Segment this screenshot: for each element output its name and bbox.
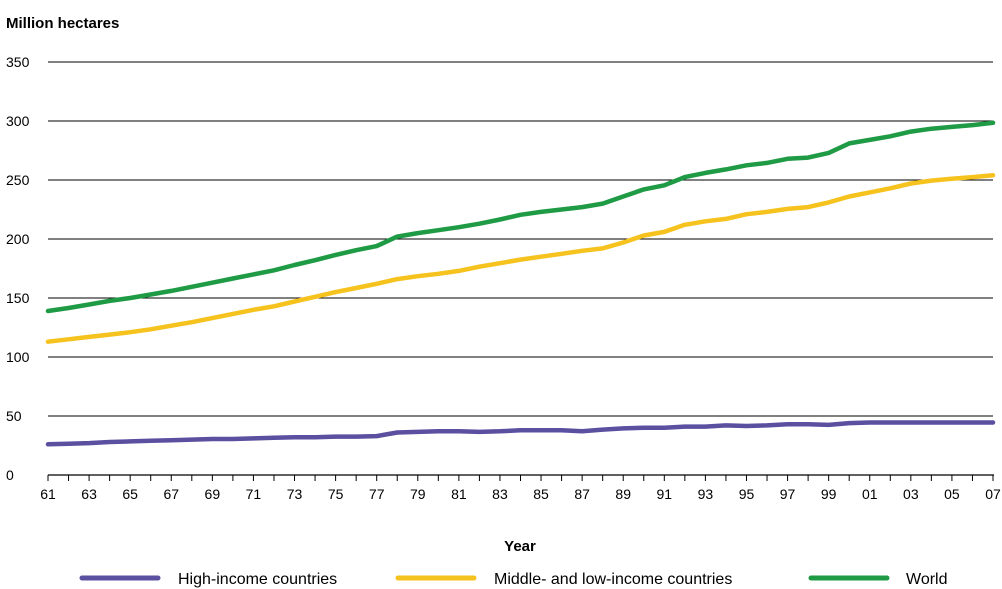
x-tick-label: 85 bbox=[533, 486, 549, 502]
x-tick-label: 81 bbox=[451, 486, 467, 502]
x-tick-label: 89 bbox=[615, 486, 631, 502]
x-tick-label: 65 bbox=[122, 486, 138, 502]
y-tick-label: 50 bbox=[6, 408, 22, 424]
gridlines bbox=[48, 62, 993, 416]
x-tick-label: 73 bbox=[287, 486, 303, 502]
x-axis bbox=[48, 475, 994, 481]
series-line-2 bbox=[48, 175, 993, 341]
y-tick-label: 100 bbox=[6, 349, 30, 365]
legend-label-2: Middle- and low-income countries bbox=[494, 571, 732, 588]
y-axis-title: Million hectares bbox=[6, 15, 119, 32]
x-tick-label: 95 bbox=[739, 486, 755, 502]
y-tick-label: 200 bbox=[6, 231, 30, 247]
x-tick-label: 77 bbox=[369, 486, 385, 502]
y-tick-label: 350 bbox=[6, 54, 30, 70]
y-tick-label: 150 bbox=[6, 290, 30, 306]
x-tick-label: 71 bbox=[246, 486, 262, 502]
x-tick-label: 91 bbox=[657, 486, 673, 502]
x-tick-label: 97 bbox=[780, 486, 796, 502]
x-tick-label: 61 bbox=[40, 486, 56, 502]
x-axis-title: Year bbox=[504, 538, 536, 555]
x-tick-label: 67 bbox=[163, 486, 179, 502]
x-tick-label: 05 bbox=[944, 486, 960, 502]
series-lines bbox=[48, 123, 993, 445]
x-tick-label: 79 bbox=[410, 486, 426, 502]
x-tick-label: 75 bbox=[328, 486, 344, 502]
x-tick-label: 69 bbox=[205, 486, 221, 502]
x-tick-label: 03 bbox=[903, 486, 919, 502]
y-tick-label: 0 bbox=[6, 467, 14, 483]
x-tick-label: 99 bbox=[821, 486, 837, 502]
y-tick-label: 250 bbox=[6, 172, 30, 188]
x-tick-label: 63 bbox=[81, 486, 97, 502]
x-tick-label: 93 bbox=[698, 486, 714, 502]
legend-label-3: World bbox=[906, 571, 948, 588]
x-tick-labels: 61 63 65 67 69 71 73 75 77 79 81 83 85 87 89 91 93 95 97 99… bbox=[40, 486, 1001, 502]
legend: High-income countries Middle- and low-inc… bbox=[82, 571, 948, 588]
y-tick-labels: 0 50 100 150 200 250 300 350 bbox=[6, 54, 30, 483]
series-line-1 bbox=[48, 423, 993, 445]
x-tick-label: 83 bbox=[492, 486, 508, 502]
y-tick-label: 300 bbox=[6, 113, 30, 129]
x-tick-label: 87 bbox=[574, 486, 590, 502]
x-tick-label: 07 bbox=[985, 486, 1001, 502]
legend-label-1: High-income countries bbox=[178, 571, 337, 588]
series-line-3 bbox=[48, 123, 993, 311]
x-tick-label: 01 bbox=[862, 486, 878, 502]
